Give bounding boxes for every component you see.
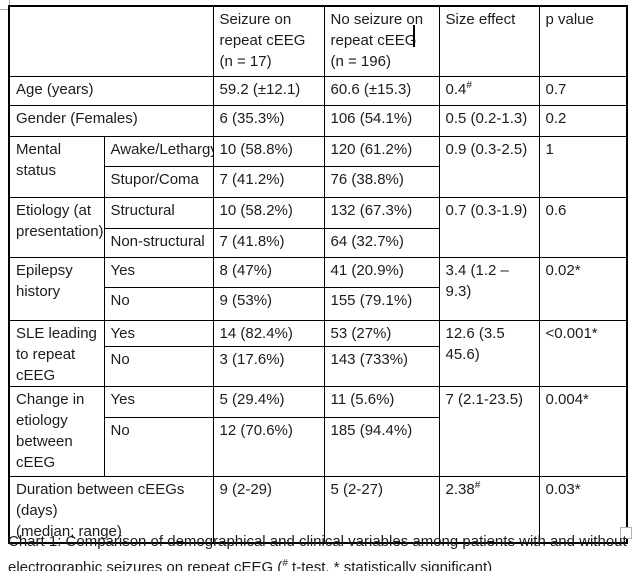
cell-epilepsy-sub1-label: Yes xyxy=(103,256,214,288)
header-seizure: Seizure on repeat cEEG (n = 17) xyxy=(212,5,325,77)
cell-mental-sub2-label: Stupor/Coma xyxy=(103,165,214,198)
cell-gender-label: Gender (Females) xyxy=(8,104,214,137)
cell-sle-sub1-label: Yes xyxy=(103,319,214,347)
cell-change-p-value: 0.004* xyxy=(538,385,628,477)
cell-sle-p-value: <0.001* xyxy=(538,319,628,387)
cell-epilepsy-label: Epilepsy history xyxy=(8,256,105,321)
caption-line2: electrographic seizures on repeat cEEG ( xyxy=(8,559,283,571)
table-row-sle-2: No 3 (17.6%) 143 (733%) xyxy=(9,345,627,387)
cell-gender-no-seizure: 106 (54.1%) xyxy=(323,104,440,137)
cell-age-p-value: 0.7 xyxy=(538,75,628,106)
table-row-duration: Duration between cEEGs (days) (median; r… xyxy=(8,475,628,543)
text-cursor xyxy=(413,25,415,47)
table-row-gender: Gender (Females) 6 (35.3%) 106 (54.1%) 0… xyxy=(8,104,628,137)
cell-age-size-effect: 0.4# xyxy=(438,75,540,106)
cell-change-sub1-seizure: 5 (29.4%) xyxy=(212,385,325,418)
cell-mental-sub1-label: Awake/Lethargy xyxy=(103,135,214,167)
cell-sle-label: SLE leading to repeat cEEG xyxy=(8,319,105,387)
header-empty-cell xyxy=(8,5,214,77)
cell-gender-size-effect: 0.5 (0.2-1.3) xyxy=(438,104,540,137)
cell-etiology-sub2-seizure: 7 (41.8%) xyxy=(212,227,325,258)
cell-mental-sub2-no-seizure: 76 (38.8%) xyxy=(323,165,440,198)
table-resize-handle[interactable] xyxy=(620,527,632,539)
cell-age-label: Age (years) xyxy=(8,75,214,106)
cell-epilepsy-sub2-no-seizure: 155 (79.1%) xyxy=(323,286,440,321)
cell-epilepsy-sub2-label: No xyxy=(103,286,214,321)
table-header-row: Seizure on repeat cEEG (n = 17) No seizu… xyxy=(8,5,628,77)
cell-duration-p-value: 0.03* xyxy=(538,475,628,543)
cell-mental-sub1-seizure: 10 (58.8%) xyxy=(212,135,325,167)
table-row-etiology-2: Non-structural 7 (41.8%) 64 (32.7%) xyxy=(9,227,627,258)
cell-sle-sub2-no-seizure: 143 (733%) xyxy=(323,345,440,387)
cell-etiology-sub1-seizure: 10 (58.2%) xyxy=(212,196,325,229)
cell-epilepsy-sub2-seizure: 9 (53%) xyxy=(212,286,325,321)
cell-mental-label: Mental status xyxy=(8,135,105,198)
cell-gender-p-value: 0.2 xyxy=(538,104,628,137)
caption-line1: Chart 1: Comparison of demographical and… xyxy=(8,533,627,550)
comparison-table: Seizure on repeat cEEG (n = 17) No seizu… xyxy=(8,5,628,544)
cell-epilepsy-sub1-seizure: 8 (47%) xyxy=(212,256,325,288)
cell-etiology-sub1-no-seizure: 132 (67.3%) xyxy=(323,196,440,229)
cell-sle-sub1-no-seizure: 53 (27%) xyxy=(323,319,440,347)
cell-change-sub1-label: Yes xyxy=(103,385,214,418)
cell-change-size-effect: 7 (2.1-23.5) xyxy=(438,385,540,477)
cell-change-sub1-no-seizure: 11 (5.6%) xyxy=(323,385,440,418)
cell-etiology-sub2-no-seizure: 64 (32.7%) xyxy=(323,227,440,258)
cell-sle-sub2-seizure: 3 (17.6%) xyxy=(212,345,325,387)
cell-epilepsy-p-value: 0.02* xyxy=(538,256,628,321)
table-row-mental-1: Mental status Awake/Lethargy 10 (58.8%) … xyxy=(8,135,628,198)
t-test-marker: # xyxy=(466,79,472,91)
cell-change-sub2-label: No xyxy=(103,416,214,477)
cell-etiology-p-value: 0.6 xyxy=(538,196,628,258)
cell-sle-sub2-label: No xyxy=(103,345,214,387)
cell-etiology-sub1-label: Structural xyxy=(103,196,214,229)
header-size-effect: Size effect xyxy=(438,5,540,77)
cell-mental-p-value: 1 xyxy=(538,135,628,198)
cell-epilepsy-sub1-no-seizure: 41 (20.9%) xyxy=(323,256,440,288)
cell-age-no-seizure: 60.6 (±15.3) xyxy=(323,75,440,106)
cell-mental-sub1-no-seizure: 120 (61.2%) xyxy=(323,135,440,167)
size-effect-value: 0.4 xyxy=(445,80,467,98)
table-row-sle-1: SLE leading to repeat cEEG Yes 14 (82.4%… xyxy=(8,319,628,387)
cell-change-sub2-no-seizure: 185 (94.4%) xyxy=(323,416,440,477)
table-row-mental-2: Stupor/Coma 7 (41.2%) 76 (38.8%) xyxy=(9,165,627,198)
table-caption: Chart 1: Comparison of demographical and… xyxy=(8,529,628,571)
cell-etiology-label: Etiology (at presentation) xyxy=(8,196,105,258)
cell-sle-size-effect: 12.6 (3.5 45.6) xyxy=(438,319,540,387)
cell-change-sub2-seizure: 12 (70.6%) xyxy=(212,416,325,477)
cell-gender-seizure: 6 (35.3%) xyxy=(212,104,325,137)
t-test-marker: # xyxy=(282,558,288,569)
table-row-age: Age (years) 59.2 (±12.1) 60.6 (±15.3) 0.… xyxy=(8,75,628,106)
caption-line2-end: t-test, * statistically significant) xyxy=(287,559,493,571)
table-row-epilepsy-2: No 9 (53%) 155 (79.1%) xyxy=(9,286,627,321)
table-row-change-1: Change in etiology between cEEG Yes 5 (2… xyxy=(8,385,628,477)
size-effect-value: 2.38 xyxy=(445,480,475,498)
table-row-etiology-1: Etiology (at presentation) Structural 10… xyxy=(8,196,628,258)
header-p-value: p value xyxy=(538,5,628,77)
t-test-marker: # xyxy=(474,479,481,491)
cell-age-seizure: 59.2 (±12.1) xyxy=(212,75,325,106)
header-no-seizure: No seizure on repeat cEEG (n = 196) xyxy=(323,5,440,77)
cell-epilepsy-size-effect: 3.4 (1.2 – 9.3) xyxy=(438,256,540,321)
table-row-change-2: No 12 (70.6%) 185 (94.4%) xyxy=(9,416,627,477)
cell-mental-sub2-seizure: 7 (41.2%) xyxy=(212,165,325,198)
cell-change-label: Change in etiology between cEEG xyxy=(8,385,105,477)
cell-mental-size-effect: 0.9 (0.3-2.5) xyxy=(438,135,540,198)
cell-etiology-size-effect: 0.7 (0.3-1.9) xyxy=(438,196,540,258)
cell-etiology-sub2-label: Non-structural xyxy=(103,227,214,258)
cell-duration-label: Duration between cEEGs (days) (median; r… xyxy=(8,475,214,543)
cell-sle-sub1-seizure: 14 (82.4%) xyxy=(212,319,325,347)
table-row-epilepsy-1: Epilepsy history Yes 8 (47%) 41 (20.9%) … xyxy=(8,256,628,321)
cell-duration-size-effect: 2.38# xyxy=(438,475,540,543)
cell-duration-seizure: 9 (2-29) xyxy=(212,475,325,543)
